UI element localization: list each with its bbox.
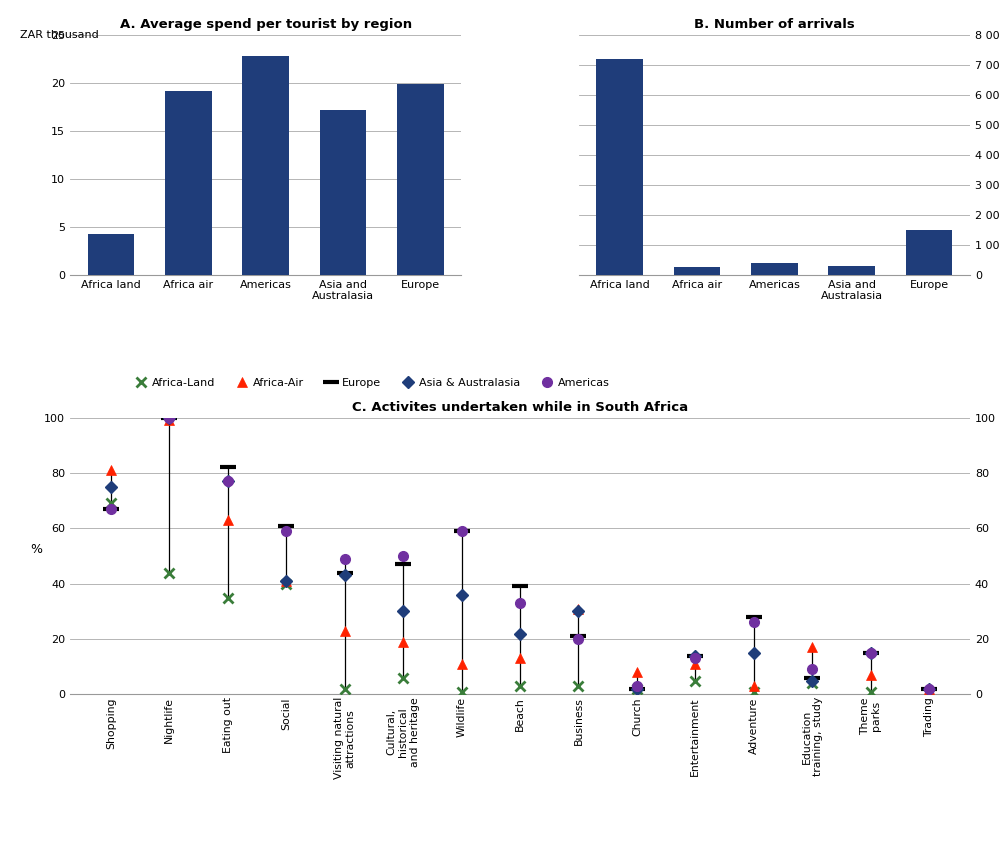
Bar — [596, 59, 643, 275]
Text: ZAR thousand: ZAR thousand — [20, 30, 99, 41]
Europe — [339, 568, 351, 578]
Title: C. Activites undertaken while in South Africa: C. Activites undertaken while in South A… — [352, 401, 688, 414]
Africa-Air — [923, 684, 935, 694]
Bar — [397, 84, 444, 275]
Asia & Australasia — [865, 648, 877, 658]
Africa-Land — [631, 684, 643, 694]
Asia & Australasia — [923, 684, 935, 694]
Title: B. Number of arrivals: B. Number of arrivals — [694, 17, 855, 30]
Europe — [923, 684, 935, 694]
Africa-Land — [806, 678, 818, 688]
Africa-Air — [806, 642, 818, 653]
Americas — [572, 634, 584, 644]
Line: Africa-Air: Africa-Air — [106, 416, 934, 694]
Africa-Air — [339, 626, 351, 636]
Europe — [280, 521, 292, 531]
Bar — [320, 110, 366, 275]
Y-axis label: %: % — [30, 543, 42, 556]
Bar — [906, 230, 952, 275]
Africa-Air — [222, 515, 234, 525]
Africa-Land — [163, 568, 175, 578]
Americas — [105, 503, 117, 514]
Africa-Land — [689, 675, 701, 686]
Asia & Australasia — [339, 570, 351, 581]
Africa-Air — [456, 659, 468, 669]
Line: Americas: Americas — [106, 413, 934, 694]
Asia & Australasia — [514, 628, 526, 639]
Europe — [806, 673, 818, 683]
Africa-Air — [572, 603, 584, 614]
Europe — [163, 412, 175, 423]
Asia & Australasia — [397, 606, 409, 616]
Bar — [242, 56, 289, 275]
Africa-Air — [163, 415, 175, 425]
Americas — [222, 476, 234, 486]
Asia & Australasia — [631, 684, 643, 694]
Legend: Africa-Land, Africa-Air, Europe, Asia & Australasia, Americas: Africa-Land, Africa-Air, Europe, Asia & … — [130, 373, 614, 392]
Americas — [806, 664, 818, 674]
Europe — [689, 650, 701, 661]
Asia & Australasia — [689, 650, 701, 661]
Asia & Australasia — [456, 589, 468, 600]
Americas — [689, 654, 701, 664]
Bar — [674, 267, 720, 275]
Asia & Australasia — [806, 675, 818, 686]
Europe — [456, 526, 468, 536]
Asia & Australasia — [572, 606, 584, 616]
Americas — [514, 598, 526, 608]
Asia & Australasia — [222, 476, 234, 486]
Asia & Australasia — [163, 412, 175, 423]
Asia & Australasia — [105, 482, 117, 492]
Africa-Land — [572, 681, 584, 691]
Line: Africa-Land: Africa-Land — [106, 498, 934, 696]
Africa-Land — [865, 687, 877, 697]
Africa-Air — [689, 659, 701, 669]
Americas — [865, 648, 877, 658]
Africa-Air — [514, 654, 526, 664]
Africa-Land — [923, 687, 935, 697]
Africa-Land — [748, 687, 760, 697]
Europe — [105, 503, 117, 514]
Europe — [572, 631, 584, 641]
Americas — [280, 526, 292, 536]
Bar — [751, 263, 798, 275]
Africa-Air — [105, 465, 117, 476]
Line: Europe: Europe — [103, 410, 937, 696]
Americas — [397, 551, 409, 562]
Africa-Land — [456, 687, 468, 697]
Africa-Land — [105, 498, 117, 509]
Europe — [514, 582, 526, 592]
Africa-Land — [514, 681, 526, 691]
Europe — [748, 612, 760, 622]
Africa-Air — [748, 681, 760, 691]
Bar — [165, 90, 212, 275]
Africa-Land — [222, 592, 234, 602]
Americas — [923, 684, 935, 694]
Americas — [339, 554, 351, 564]
Africa-Air — [280, 575, 292, 586]
Americas — [631, 681, 643, 691]
Africa-Air — [865, 670, 877, 681]
Europe — [865, 648, 877, 658]
Title: A. Average spend per tourist by region: A. Average spend per tourist by region — [120, 17, 412, 30]
Americas — [163, 412, 175, 423]
Africa-Air — [397, 636, 409, 647]
Europe — [222, 463, 234, 473]
Europe — [397, 559, 409, 569]
Africa-Land — [280, 578, 292, 589]
Line: Asia & Australasia: Asia & Australasia — [107, 413, 933, 693]
Asia & Australasia — [280, 575, 292, 586]
Africa-Land — [339, 684, 351, 694]
Americas — [748, 617, 760, 628]
Africa-Air — [631, 667, 643, 677]
Europe — [631, 684, 643, 694]
Bar — [88, 234, 134, 275]
Americas — [456, 526, 468, 536]
Asia & Australasia — [748, 648, 760, 658]
Bar — [828, 266, 875, 275]
Africa-Land — [397, 673, 409, 683]
